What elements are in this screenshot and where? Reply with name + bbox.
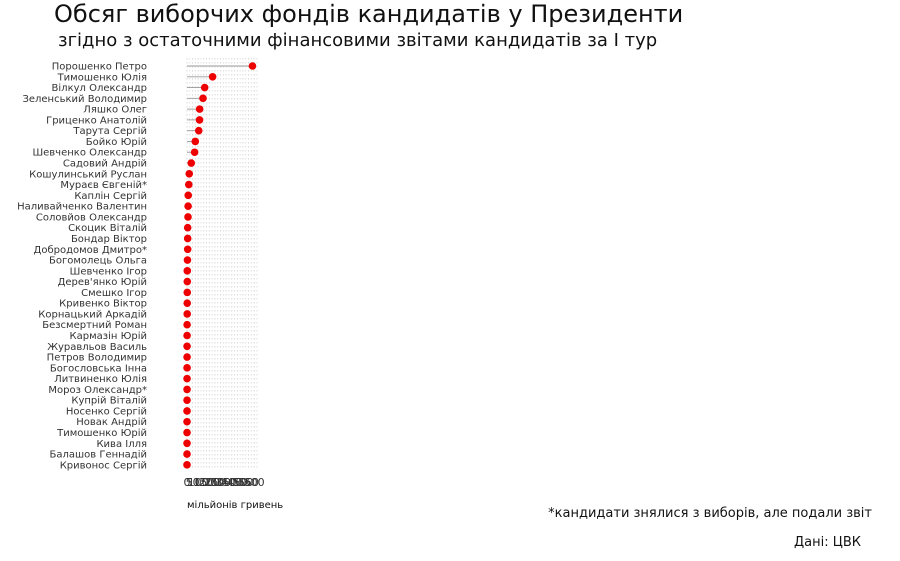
data-point xyxy=(183,353,191,361)
footnote: *кандидати знялися з виборів, але подали… xyxy=(548,506,872,521)
data-point xyxy=(183,310,192,318)
category-label: Тимошенко Юлія xyxy=(57,71,147,83)
x-tick-label: 0 xyxy=(184,476,191,489)
category-label: Добродомов Дмитро* xyxy=(34,245,147,256)
category-label: Бондар Віктор xyxy=(71,233,147,245)
category-label: Садовий Андрій xyxy=(63,158,147,170)
category-label: Наливайченко Валентин xyxy=(17,202,147,213)
category-label: Богословська Інна xyxy=(50,363,147,374)
x-tick-label: 100 xyxy=(188,476,209,489)
category-label: Носенко Сергій xyxy=(66,405,147,417)
category-label: Тимошенко Юрій xyxy=(56,427,147,439)
data-point xyxy=(183,439,191,448)
category-label: Соловйов Олександр xyxy=(36,212,147,223)
category-label: Ляшко Олег xyxy=(83,105,147,116)
category-label: Дерев'янко Юрій xyxy=(58,276,147,288)
data-point xyxy=(195,105,204,113)
x-tick-label: 50 xyxy=(186,476,200,489)
x-axis-label: мільйонів гривень xyxy=(187,499,283,511)
data-point xyxy=(183,267,192,275)
x-tick-label: 300 xyxy=(210,476,231,489)
category-label: Безсмертний Роман xyxy=(42,320,147,331)
data-source: Дані: ЦВК xyxy=(794,535,861,550)
data-point xyxy=(187,159,196,167)
data-point xyxy=(183,407,191,415)
data-point xyxy=(183,288,192,297)
category-label: Новак Андрій xyxy=(76,416,147,428)
category-label: Гриценко Анатолій xyxy=(46,114,147,126)
category-label: Мураєв Євгеній* xyxy=(60,179,147,191)
data-point xyxy=(183,396,191,404)
category-label: Мороз Олександр* xyxy=(48,385,147,396)
data-point xyxy=(183,461,191,469)
data-point xyxy=(183,299,192,307)
chart-subtitle: згідно з остаточними фінансовими звітами… xyxy=(58,30,658,51)
data-point xyxy=(183,450,191,458)
category-label: Шевченко Ігор xyxy=(70,266,147,277)
chart-title: Обсяг виборчих фондів кандидатів у Прези… xyxy=(54,0,684,28)
data-point xyxy=(208,72,217,81)
category-label: Кошулинський Руслан xyxy=(29,169,147,180)
x-tick-label: 150 xyxy=(193,476,214,489)
x-tick-label: 550 xyxy=(238,476,259,489)
category-label: Скоцик Віталій xyxy=(68,222,147,234)
x-tick-label: 350 xyxy=(216,476,237,489)
x-tick-label: 600 xyxy=(244,476,265,489)
data-point xyxy=(183,256,192,264)
category-label: Литвиненко Юлія xyxy=(54,373,147,385)
data-point xyxy=(183,428,191,437)
data-point xyxy=(248,62,257,70)
category-label: Шевченко Олександр xyxy=(32,148,147,159)
data-point xyxy=(183,320,191,329)
category-label: Тарута Сергій xyxy=(72,125,147,137)
data-point xyxy=(194,126,203,135)
data-point xyxy=(183,385,191,394)
category-label: Порошенко Петро xyxy=(52,62,147,73)
data-point xyxy=(185,170,194,178)
category-label: Каплін Сергій xyxy=(74,190,147,202)
data-point xyxy=(200,83,209,92)
x-tick-label: 500 xyxy=(232,476,253,489)
category-label: Богомолець Ольга xyxy=(49,256,147,267)
x-tick-label: 250 xyxy=(204,476,225,489)
category-label: Смешко Ігор xyxy=(81,288,147,299)
data-point xyxy=(190,148,199,157)
category-label: Журавльов Василь xyxy=(47,342,147,353)
category-label: Кривенко Віктор xyxy=(59,298,147,310)
category-label: Купрій Віталій xyxy=(71,395,147,407)
data-point xyxy=(199,94,207,103)
category-label: Зеленський Володимир xyxy=(22,94,147,105)
x-tick-label: 400 xyxy=(221,476,242,489)
data-point xyxy=(184,202,192,210)
category-label: Петров Володимир xyxy=(47,353,147,364)
data-point xyxy=(184,180,193,189)
category-label: Кива Ілля xyxy=(96,439,147,450)
data-point xyxy=(183,374,191,383)
data-point xyxy=(184,213,192,221)
data-point xyxy=(183,245,192,254)
data-point xyxy=(195,116,204,124)
data-point xyxy=(184,191,193,200)
category-label: Кармазін Юрій xyxy=(70,330,147,342)
data-point xyxy=(183,277,192,286)
data-point xyxy=(183,342,191,351)
category-label: Корнацький Аркадій xyxy=(38,308,147,320)
category-label: Бойко Юрій xyxy=(86,136,147,148)
data-point xyxy=(191,137,200,146)
data-point xyxy=(183,234,192,243)
x-tick-label: 450 xyxy=(227,476,248,489)
category-label: Кривонос Сергій xyxy=(60,459,147,471)
data-point xyxy=(183,417,191,426)
x-tick-label: 200 xyxy=(199,476,220,489)
data-point xyxy=(183,331,191,340)
category-label: Вілкул Олександр xyxy=(52,82,147,94)
data-point xyxy=(183,223,192,232)
category-label: Балашов Геннадій xyxy=(50,449,148,461)
data-point xyxy=(183,364,191,372)
